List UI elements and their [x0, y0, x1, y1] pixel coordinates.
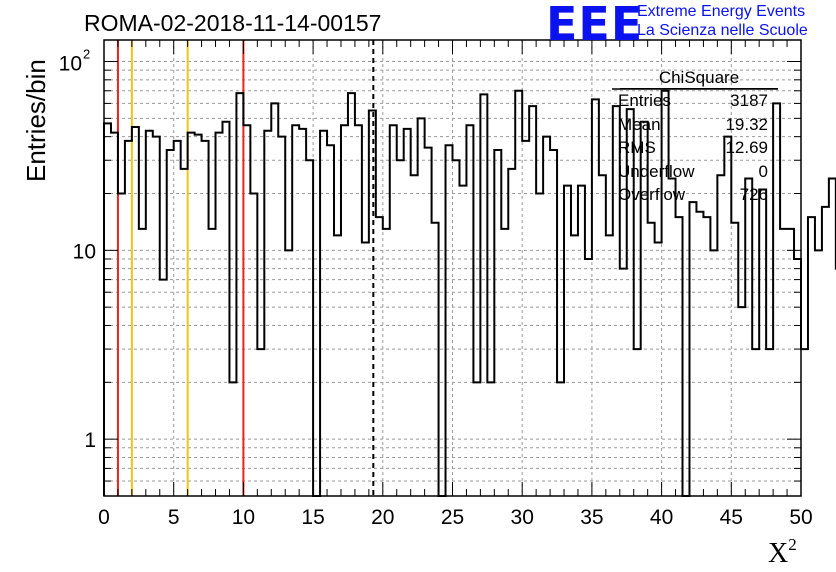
- reference-lines: [116, 40, 375, 496]
- brand-line-1: Extreme Energy Events: [637, 3, 806, 20]
- histogram: [103, 89, 836, 497]
- stats-value: 0: [758, 161, 768, 181]
- axis-ticks: [103, 40, 802, 496]
- stats-label: Mean: [618, 114, 661, 134]
- eee-logo: EEE: [546, 0, 644, 51]
- stats-label: RMS: [618, 138, 656, 157]
- stats-title: ChiSquare: [620, 68, 778, 89]
- x-tick-label: 0: [98, 506, 110, 529]
- stats-row: Overflow 726: [612, 183, 778, 207]
- x-tick-label: 15: [301, 506, 324, 529]
- y-tick-label: 10: [73, 240, 96, 263]
- stats-row: Underflow 0: [612, 160, 778, 184]
- x-tick-label: 30: [511, 506, 534, 529]
- stats-value: 12.69: [725, 138, 768, 157]
- y-tick-label: 10: [59, 53, 82, 76]
- y-tick-label: 1: [84, 429, 96, 452]
- x-tick-label: 40: [650, 506, 673, 529]
- x-tick-label: 45: [720, 506, 743, 529]
- x-axis-label-exponent: 2: [788, 535, 797, 554]
- x-tick-label: 10: [232, 506, 255, 529]
- stats-value: 3187: [730, 91, 768, 110]
- stats-box: ChiSquare Entries 3187 Mean 19.32 RMS 12.69…: [612, 68, 778, 207]
- y-tick-label-exponent: 2: [83, 47, 90, 62]
- x-tick-label: 20: [371, 506, 394, 529]
- brand-line-2: La Scienza nelle Scuole: [637, 22, 808, 39]
- x-tick-label: 5: [168, 506, 180, 529]
- stats-label: Entries: [618, 91, 671, 110]
- y-axis-label: Entries/bin: [21, 59, 51, 182]
- stats-label: Underflow: [618, 161, 695, 181]
- x-tick-label: 25: [441, 506, 464, 529]
- chart-title: ROMA-02-2018-11-14-00157: [84, 10, 382, 36]
- plot-frame: [103, 39, 802, 497]
- x-axis-label: X2: [768, 535, 797, 570]
- histogram-outline: [103, 89, 836, 497]
- stats-row: Mean 19.32: [612, 113, 778, 137]
- x-tick-label: 50: [789, 506, 812, 529]
- stats-row: Entries 3187: [612, 89, 778, 113]
- stats-label: Overflow: [618, 185, 686, 204]
- x-tick-label: 35: [580, 506, 603, 529]
- x-axis-label-base: X: [768, 538, 789, 569]
- stats-value: 19.32: [725, 114, 768, 134]
- stats-row: RMS 12.69: [612, 136, 778, 160]
- stats-value: 726: [739, 185, 768, 204]
